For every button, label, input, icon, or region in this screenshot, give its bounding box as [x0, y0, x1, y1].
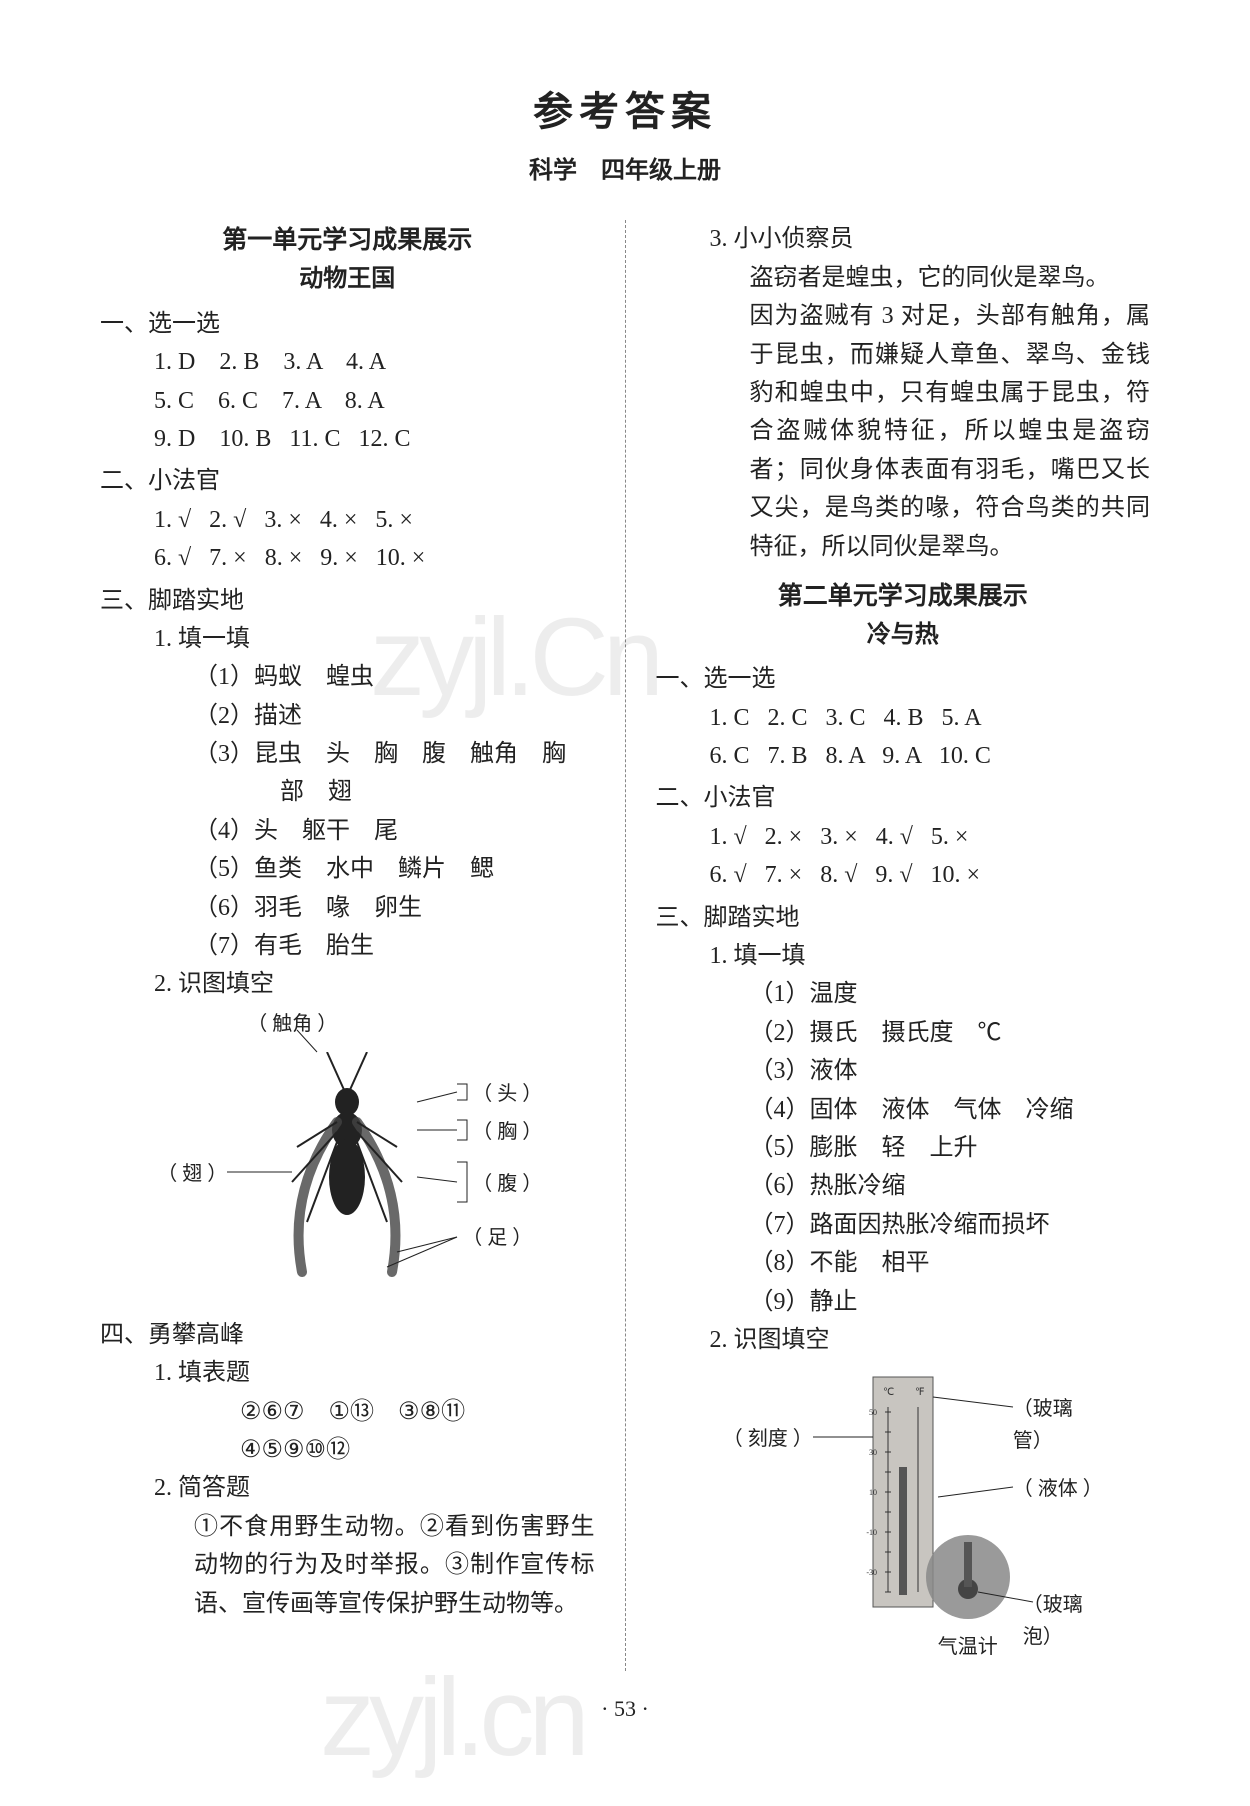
label-head: （ 头 ） — [472, 1078, 537, 1110]
unit2-subtitle: 冷与热 — [656, 616, 1151, 654]
label-caption: 气温计 — [938, 1631, 998, 1663]
r-sec1-head: 一、选一选 — [656, 660, 1151, 698]
right-column: 3. 小小侦察员 盗窃者是蝗虫，它的同伙是翠鸟。 因为盗贼有 3 对足，头部有触… — [656, 220, 1151, 1671]
sec1-row: 1. D 2. B 3. A 4. A — [100, 343, 595, 381]
r-sec1-row: 1. C 2. C 3. C 4. B 5. A — [656, 699, 1151, 737]
label-scale: （ 刻度 ） — [723, 1423, 813, 1455]
r-sec3-a: （2）摄氏 摄氏度 ℃ — [656, 1014, 1151, 1052]
r-top-item: 3. 小小侦察员 — [656, 220, 1151, 258]
sec1-head: 一、选一选 — [100, 305, 595, 343]
label-tube: （玻璃管） — [1013, 1393, 1093, 1457]
sec4-para: ①不食用野生动物。②看到伤害野生动物的行为及时举报。③制作宣传标语、宣传画等宣传… — [100, 1508, 595, 1623]
r-sec3-a: （8）不能 相平 — [656, 1244, 1151, 1282]
r-sec3-sub2: 2. 识图填空 — [656, 1321, 1151, 1359]
page-subtitle: 科学 四年级上册 — [100, 152, 1150, 190]
svg-text:-10: -10 — [866, 1528, 877, 1537]
r-sec3-a: （5）膨胀 轻 上升 — [656, 1129, 1151, 1167]
sec4-sub1: 1. 填表题 — [100, 1354, 595, 1392]
left-column: 第一单元学习成果展示 动物王国 一、选一选 1. D 2. B 3. A 4. … — [100, 220, 595, 1671]
sec3-a: （4）头 躯干 尾 — [100, 812, 595, 850]
svg-text:10: 10 — [869, 1488, 877, 1497]
r-sec3-a: （1）温度 — [656, 975, 1151, 1013]
two-column-layout: 第一单元学习成果展示 动物王国 一、选一选 1. D 2. B 3. A 4. … — [100, 220, 1150, 1671]
page-title: 参考答案 — [100, 80, 1150, 144]
r-top-para: 因为盗贼有 3 对足，头部有触角，属于昆虫，而嫌疑人章鱼、翠鸟、金钱豹和蝗虫中，… — [656, 297, 1151, 566]
r-sec3-sub1: 1. 填一填 — [656, 937, 1151, 975]
r-sec3-a: （6）热胀冷缩 — [656, 1167, 1151, 1205]
sec3-sub1: 1. 填一填 — [100, 620, 595, 658]
sec2-row: 1. √ 2. √ 3. × 4. × 5. × — [100, 501, 595, 539]
insect-diagram: （ 触角 ） （ 头 ） （ 胸 ） （ 翅 ） （ 腹 ） （ 足 ） — [100, 1012, 595, 1312]
label-antenna: （ 触角 ） — [247, 1008, 337, 1040]
r-sec1-row: 6. C 7. B 8. A 9. A 10. C — [656, 737, 1151, 775]
r-sec2-head: 二、小法官 — [656, 779, 1151, 817]
unit1-subtitle: 动物王国 — [100, 260, 595, 298]
page-number: · 53 · — [100, 1691, 1150, 1726]
label-abdomen: （ 腹 ） — [472, 1168, 537, 1200]
svg-text:30: 30 — [869, 1448, 877, 1457]
sec4-head: 四、勇攀高峰 — [100, 1316, 595, 1354]
sec3-a: （2）描述 — [100, 697, 595, 735]
r-sec3-a: （7）路面因热胀冷缩而损坏 — [656, 1206, 1151, 1244]
label-bulb: （玻璃泡） — [1023, 1589, 1093, 1653]
r-sec2-row: 6. √ 7. × 8. √ 9. √ 10. × — [656, 856, 1151, 894]
r-top-line: 盗窃者是蝗虫，它的同伙是翠鸟。 — [656, 259, 1151, 297]
svg-text:℉: ℉ — [915, 1387, 925, 1398]
label-wing: （ 翅 ） — [157, 1158, 227, 1190]
sec4-sub2: 2. 简答题 — [100, 1469, 595, 1507]
r-sec3-a: （9）静止 — [656, 1283, 1151, 1321]
sec1-row: 9. D 10. B 11. C 12. C — [100, 420, 595, 458]
sec4-row: ④⑤⑨⑩⑫ — [100, 1431, 595, 1469]
sec2-row: 6. √ 7. × 8. × 9. × 10. × — [100, 539, 595, 577]
column-divider — [625, 220, 626, 1671]
label-thorax: （ 胸 ） — [472, 1116, 537, 1148]
sec3-a: （1）蚂蚁 蝗虫 — [100, 658, 595, 696]
sec2-head: 二、小法官 — [100, 462, 595, 500]
sec1-row: 5. C 6. C 7. A 8. A — [100, 382, 595, 420]
unit1-title: 第一单元学习成果展示 — [100, 220, 595, 260]
sec3-a: （7）有毛 胎生 — [100, 927, 595, 965]
sec3-sub2: 2. 识图填空 — [100, 965, 595, 1003]
svg-text:50: 50 — [869, 1408, 877, 1417]
sec3-a-cont: 部 翅 — [100, 773, 595, 811]
label-leg: （ 足 ） — [462, 1222, 532, 1254]
r-sec2-row: 1. √ 2. × 3. × 4. √ 5. × — [656, 818, 1151, 856]
label-liquid: （ 液体 ） — [1013, 1473, 1093, 1505]
sec3-a: （5）鱼类 水中 鳞片 鳃 — [100, 850, 595, 888]
r-sec3-head: 三、脚踏实地 — [656, 899, 1151, 937]
thermometer-diagram: ℃ ℉ 50 30 10 — [656, 1367, 1151, 1667]
sec4-row: ②⑥⑦ ①⑬ ③⑧⑪ — [100, 1393, 595, 1431]
sec3-head: 三、脚踏实地 — [100, 582, 595, 620]
svg-text:-30: -30 — [866, 1568, 877, 1577]
svg-text:℃: ℃ — [883, 1387, 894, 1398]
sec3-a: （6）羽毛 喙 卵生 — [100, 889, 595, 927]
r-sec3-a: （4）固体 液体 气体 冷缩 — [656, 1091, 1151, 1129]
unit2-title: 第二单元学习成果展示 — [656, 576, 1151, 616]
sec3-a: （3）昆虫 头 胸 腹 触角 胸 — [100, 735, 595, 773]
r-sec3-a: （3）液体 — [656, 1052, 1151, 1090]
